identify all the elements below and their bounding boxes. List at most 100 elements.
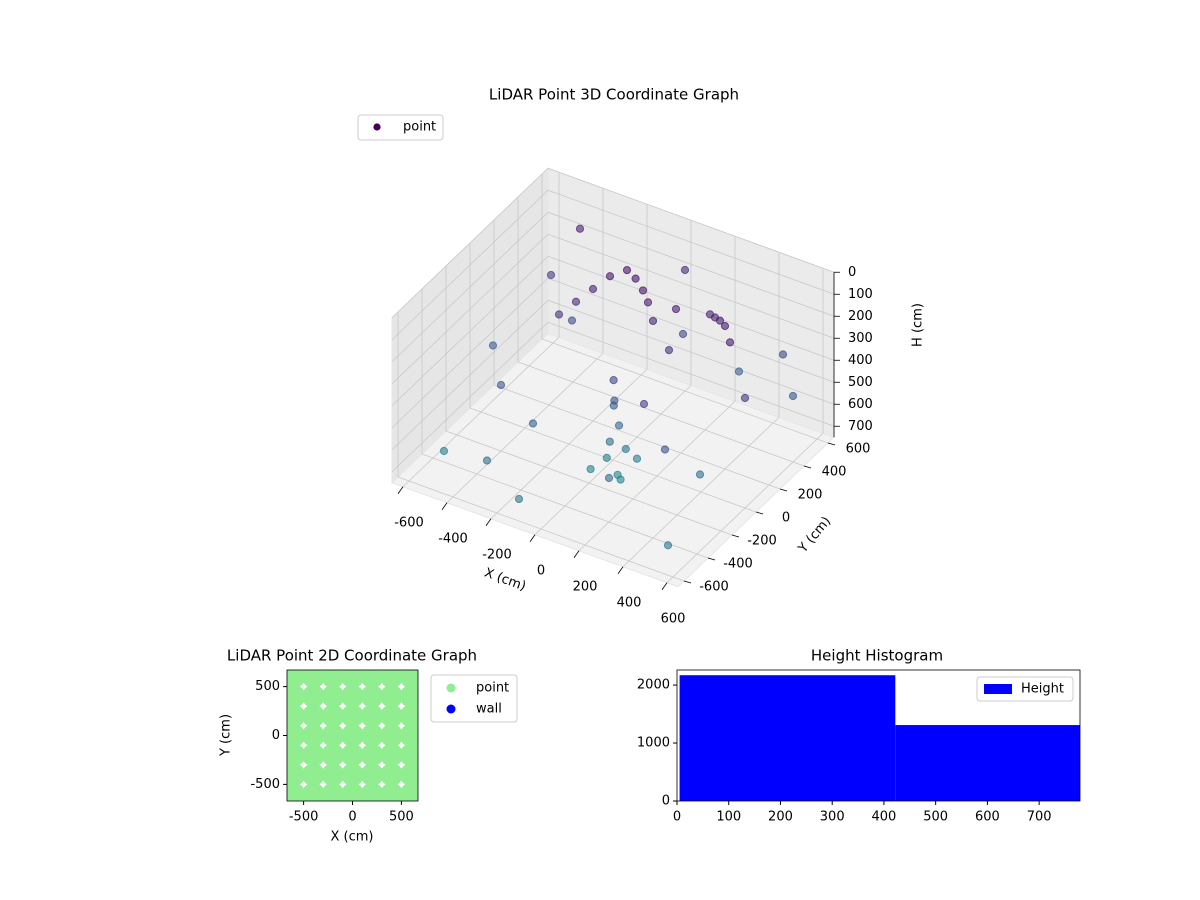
- y-tick-label: 0: [782, 511, 790, 526]
- point: [639, 399, 649, 409]
- point: [301, 724, 325, 747]
- y-tick-label: 1000: [637, 736, 670, 751]
- x-tick: [661, 582, 668, 590]
- point: [380, 724, 404, 747]
- grid-line: [547, 233, 835, 339]
- point: [321, 763, 345, 787]
- grid-line: [391, 167, 549, 319]
- point: [360, 782, 384, 801]
- x-tick-label: 0: [348, 810, 356, 825]
- point: [554, 310, 564, 319]
- point: [546, 270, 556, 280]
- point: [321, 782, 345, 801]
- point: [287, 670, 306, 689]
- point: [586, 464, 595, 474]
- y-tick-label: 600: [846, 442, 871, 457]
- y-tick-label: 200: [798, 488, 823, 503]
- point: [321, 670, 345, 689]
- x-tick-label: 600: [661, 611, 686, 626]
- point: [301, 704, 325, 728]
- y-tick: [683, 580, 692, 584]
- point: [380, 704, 404, 728]
- point: [705, 310, 715, 319]
- point: [613, 470, 622, 479]
- point: [287, 782, 306, 801]
- point: [621, 444, 630, 454]
- point: [287, 704, 306, 728]
- x-tick: [573, 550, 580, 558]
- point: [740, 393, 750, 403]
- legend-marker: [373, 123, 381, 131]
- point: [321, 704, 345, 728]
- point: [380, 743, 404, 767]
- point: [725, 338, 735, 347]
- point: [360, 684, 384, 708]
- point: [301, 763, 325, 787]
- grid-line: [517, 361, 805, 467]
- x-tick: [529, 534, 536, 542]
- point: [341, 763, 364, 787]
- x-tick-label: 200: [573, 579, 598, 594]
- legend-label: Height: [1021, 682, 1064, 697]
- y-tick-label: 0: [662, 794, 670, 809]
- point: [734, 367, 744, 376]
- legend-label: wall: [476, 702, 502, 717]
- point: [399, 704, 418, 728]
- point: [528, 419, 538, 428]
- point: [609, 401, 618, 410]
- z-tick-label: 600: [848, 397, 873, 412]
- grid-line: [445, 430, 733, 536]
- grid-line: [547, 321, 835, 427]
- chart-title: Height Histogram: [811, 647, 943, 665]
- x-tick-label: 0: [673, 810, 681, 825]
- point: [605, 437, 614, 446]
- point: [360, 763, 384, 787]
- x-tick-label: 200: [768, 810, 793, 825]
- grid-line: [547, 255, 835, 361]
- y-tick: [779, 488, 788, 492]
- x-tick-label: 100: [716, 810, 741, 825]
- grid-line: [391, 321, 549, 473]
- x-tick-label: -200: [482, 547, 512, 562]
- grid-line: [397, 476, 685, 582]
- point: [399, 670, 418, 689]
- grid-line: [547, 167, 835, 273]
- y-tick-label: 0: [272, 728, 280, 743]
- point: [678, 329, 688, 339]
- grid-line: [547, 299, 835, 405]
- y-tick: [731, 534, 740, 538]
- x-tick-label: -500: [289, 810, 319, 825]
- point: [380, 684, 404, 708]
- point: [695, 470, 705, 479]
- y-tick: [803, 465, 812, 469]
- grid-line: [469, 407, 757, 513]
- chart-title: LiDAR Point 2D Coordinate Graph: [227, 647, 477, 665]
- plot-area-2d: [287, 670, 418, 801]
- x-tick-label: -600: [394, 515, 424, 530]
- y-tick: [707, 557, 716, 561]
- point: [720, 321, 730, 331]
- point: [287, 684, 306, 708]
- y-tick-label: -500: [250, 777, 280, 792]
- z-tick-label: 100: [848, 287, 873, 302]
- grid-line: [391, 255, 549, 407]
- chart-title: LiDAR Point 3D Coordinate Graph: [489, 86, 739, 104]
- grid-line: [421, 453, 709, 559]
- point: [632, 454, 642, 463]
- point: [341, 704, 364, 728]
- point: [571, 297, 581, 306]
- point: [588, 284, 598, 294]
- point: [663, 541, 673, 550]
- x-tick-label: 300: [820, 810, 845, 825]
- z-tick-label: 200: [848, 309, 873, 324]
- legend-label: point: [476, 681, 509, 696]
- x-tick-label: 500: [389, 810, 414, 825]
- point: [648, 316, 658, 326]
- x-tick-label: 0: [537, 563, 545, 578]
- axes-frame: [676, 669, 1081, 802]
- legend-box: [357, 114, 444, 141]
- grid-line: [493, 384, 781, 490]
- x-tick: [485, 518, 492, 526]
- y-tick-label: -200: [747, 534, 777, 549]
- plot-area-3d: [391, 167, 836, 590]
